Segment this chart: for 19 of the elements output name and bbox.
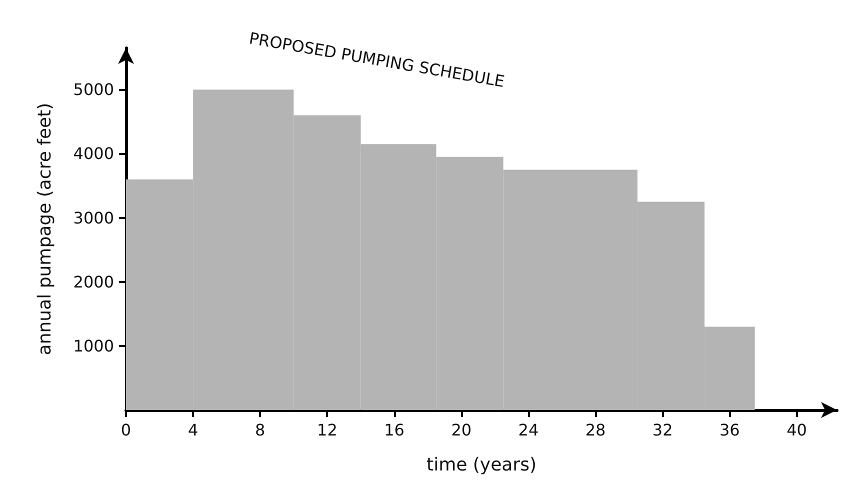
y-tick-label: 5000 [73,80,114,100]
x-tick-label: 12 [317,420,338,440]
x-tick-label: 16 [384,420,404,440]
y-tick-label: 1000 [73,336,114,356]
y-tick-label: 2000 [73,272,114,292]
x-tick-label: 8 [255,420,266,440]
y-tick-label: 4000 [73,144,114,164]
y-axis-title: annual pumpage (acre feet) [34,102,56,356]
x-tick-label: 32 [652,420,673,440]
x-tick-label: 40 [786,420,807,440]
y-tick-label: 3000 [73,208,114,228]
x-tick-label: 28 [585,420,606,440]
x-tick-label: 0 [120,420,132,440]
x-tick-label: 20 [451,420,472,440]
x-tick-label: 4 [188,420,198,440]
x-tick-label: 24 [518,420,539,440]
annotation: PROPOSED PUMPING SCHEDULE [248,28,506,91]
x-axis-title: time (years) [426,454,536,476]
x-tick-label: 36 [720,420,740,440]
